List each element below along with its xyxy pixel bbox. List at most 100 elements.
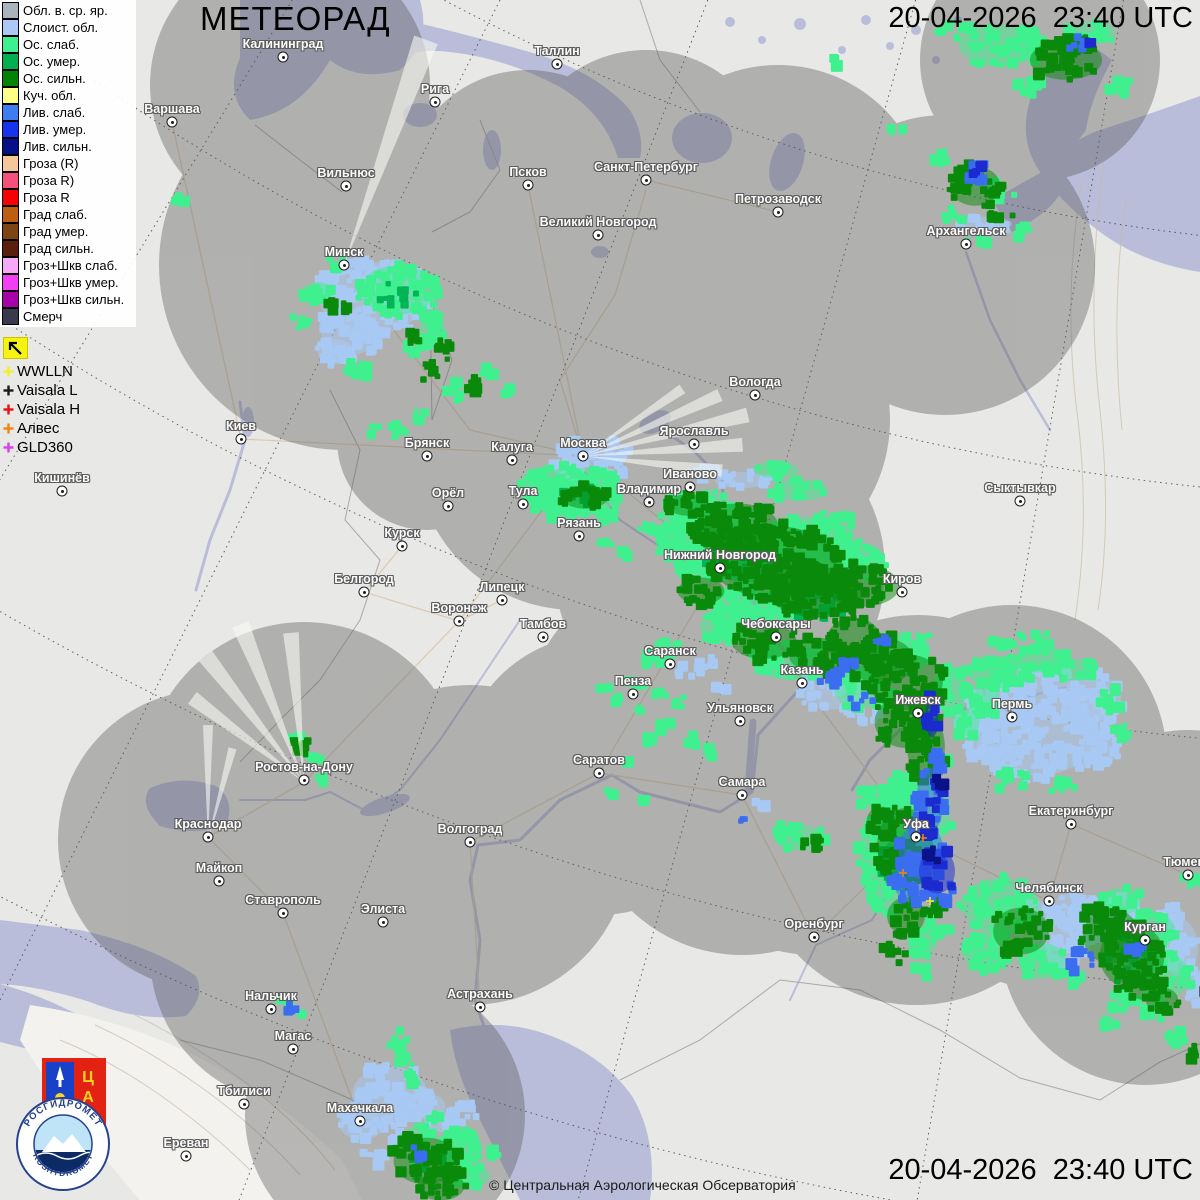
svg-text:Ц: Ц	[82, 1069, 94, 1086]
lightning-legend-row: WWLLN	[2, 362, 80, 381]
legend-label: Гроза R)	[23, 173, 75, 188]
city-label: Москва	[560, 436, 606, 450]
city-label: Чебоксары	[741, 617, 811, 631]
city-label: Архангельск	[926, 224, 1006, 238]
city-marker	[522, 179, 534, 191]
legend-panel: Обл. в. ср. яр. Слоист. обл. Ос. слаб. Ос. …	[0, 0, 136, 327]
legend-color-chip	[2, 308, 19, 325]
city-marker	[640, 174, 652, 186]
city-marker	[643, 496, 655, 508]
city-marker	[808, 931, 820, 943]
city-label: Ижевск	[895, 693, 941, 707]
cao-roshydromet-logo: Ц А О 1941 РОСГИДРОМЕТ ROSHYDROMET	[16, 1058, 110, 1191]
lightning-cross-icon	[3, 442, 14, 453]
city-label: Киров	[882, 572, 922, 586]
city-label: Уфа	[903, 817, 929, 831]
city-marker	[180, 1150, 192, 1162]
legend-label: Лив. слаб.	[23, 105, 86, 120]
lightning-legend-label: WWLLN	[17, 363, 73, 380]
city-label: Белгород	[334, 572, 394, 586]
city-marker	[770, 631, 782, 643]
city-marker	[265, 1003, 277, 1015]
legend-label: Смерч	[23, 309, 63, 324]
city-label: Минск	[324, 245, 364, 259]
lightning-legend-row: GLD360	[2, 438, 80, 457]
city-marker	[577, 450, 589, 462]
legend-color-chip	[2, 104, 19, 121]
city-marker	[429, 96, 441, 108]
city-marker	[277, 907, 289, 919]
legend-row: Град слаб.	[2, 206, 136, 223]
city-marker	[592, 229, 604, 241]
city-marker	[1014, 495, 1026, 507]
legend-color-chip	[2, 121, 19, 138]
city-marker	[714, 562, 726, 574]
legend-color-chip	[2, 172, 19, 189]
legend-color-chip	[2, 19, 19, 36]
legend-label: Ос. сильн.	[23, 71, 86, 86]
legend-color-chip	[2, 257, 19, 274]
city-marker	[453, 615, 465, 627]
legend-row: Обл. в. ср. яр.	[2, 2, 136, 19]
legend-label: Град сильн.	[23, 241, 94, 256]
city-label: Ростов-на-Дону	[255, 760, 353, 774]
city-marker	[734, 715, 746, 727]
city-label: Ульяновск	[707, 701, 773, 715]
legend-row: Ос. слаб.	[2, 36, 136, 53]
lightning-cross-icon	[3, 404, 14, 415]
lightning-legend-row: Алвес	[2, 419, 80, 438]
city-marker	[1065, 818, 1077, 830]
city-label: Екатеринбург	[1028, 804, 1114, 818]
city-label: Тула	[508, 484, 538, 498]
lightning-legend-label: Vaisala L	[17, 382, 78, 399]
city-marker	[910, 831, 922, 843]
city-marker	[912, 707, 924, 719]
legend-color-chip	[2, 206, 19, 223]
city-label: Варшава	[144, 102, 200, 116]
legend-label: Ос. умер.	[23, 54, 81, 69]
city-label: Курск	[384, 526, 420, 540]
city-marker	[238, 1098, 250, 1110]
city-marker	[593, 767, 605, 779]
city-label: Великий Новгород	[539, 215, 657, 229]
legend-color-chip	[2, 70, 19, 87]
city-marker	[506, 454, 518, 466]
timestamp-bottom: 20-04-2026 23:40 UTC	[888, 1154, 1193, 1186]
precipitation-layer	[171, 18, 1200, 1200]
legend-color-chip	[2, 53, 19, 70]
city-label: Краснодар	[174, 817, 242, 831]
city-label: Кишинёв	[34, 471, 90, 485]
legend-row: Град сильн.	[2, 240, 136, 257]
city-label: Элиста	[360, 902, 406, 916]
city-label: Курган	[1124, 920, 1166, 934]
city-marker	[496, 594, 508, 606]
city-marker	[551, 58, 563, 70]
copyright: © Центральная Аэрологическая Обсерватори…	[489, 1177, 796, 1193]
city-label: Сыктывкар	[984, 481, 1056, 495]
city-label: Орёл	[431, 486, 465, 500]
city-marker	[202, 831, 214, 843]
legend-row: Лив. сильн.	[2, 138, 136, 155]
city-label: Рязань	[557, 516, 601, 530]
city-marker	[537, 631, 549, 643]
city-marker	[166, 116, 178, 128]
city-label: Калуга	[491, 440, 533, 454]
legend-color-chip	[2, 87, 19, 104]
city-label: Пермь	[991, 697, 1033, 711]
city-marker	[684, 481, 696, 493]
beam-blockage-spokes	[187, 35, 750, 840]
legend-row: Лив. умер.	[2, 121, 136, 138]
city-label: Нижний Новгород	[663, 548, 777, 562]
legend-label: Лив. сильн.	[23, 139, 92, 154]
city-marker	[354, 1115, 366, 1127]
city-label: Киев	[226, 419, 256, 433]
legend-row: Смерч	[2, 308, 136, 325]
city-label: Владимир	[616, 482, 682, 496]
city-label: Саранск	[644, 644, 696, 658]
city-label: Липецк	[479, 580, 525, 594]
city-marker	[1139, 934, 1151, 946]
legend-label: Лив. умер.	[23, 122, 87, 137]
